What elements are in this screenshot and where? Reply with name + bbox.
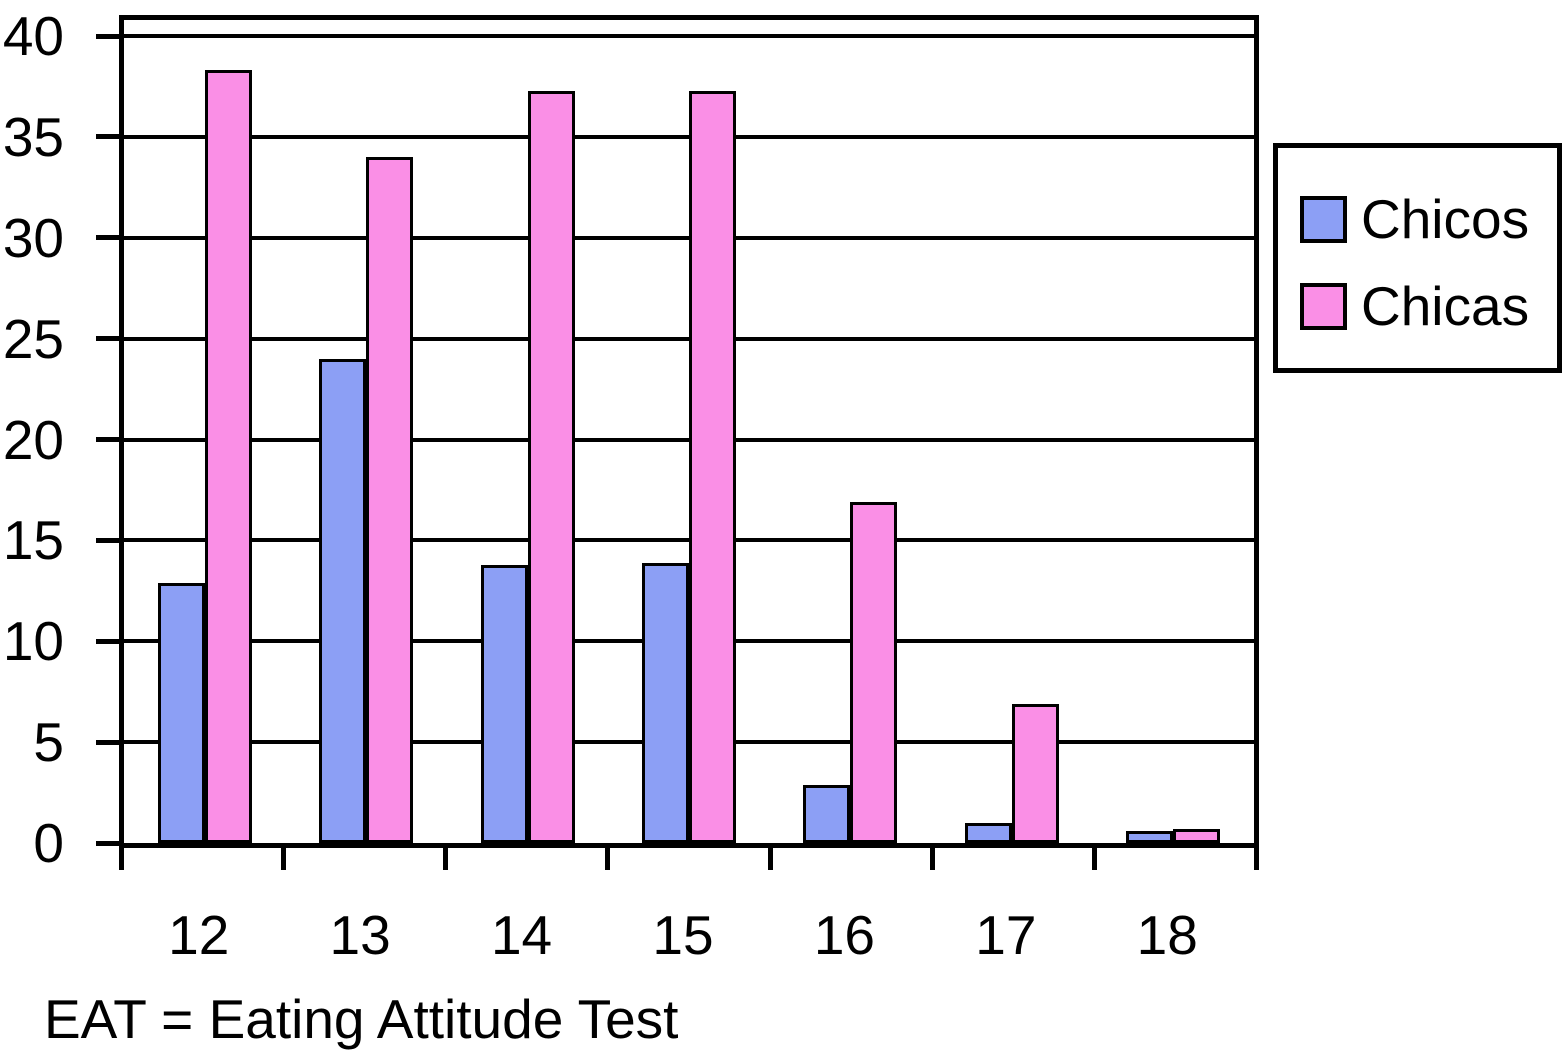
y-tick-label-30: 30 (2, 206, 64, 269)
y-tick-mark-20 (96, 437, 120, 443)
bar-chicas-12 (204, 70, 252, 843)
y-tick-label-20: 20 (2, 408, 64, 471)
legend-label-chicos: Chicos (1361, 188, 1530, 250)
y-tick-label-25: 25 (2, 307, 64, 370)
y-tick-label-5: 5 (33, 711, 64, 774)
x-tick-mark-5 (929, 843, 935, 870)
x-tick-mark-6 (1091, 843, 1097, 870)
bar-chicos-13 (319, 358, 367, 843)
x-tick-mark-4 (767, 843, 773, 870)
legend-label-chicas: Chicas (1361, 275, 1530, 337)
bar-chicas-13 (366, 157, 414, 843)
legend-swatch-chicas (1300, 283, 1347, 330)
x-tick-label-15: 15 (652, 904, 714, 966)
y-tick-mark-15 (96, 537, 120, 543)
bar-chicas-18 (1173, 828, 1221, 843)
bar-chicos-12 (157, 582, 205, 843)
bar-chicos-17 (964, 822, 1012, 843)
y-tick-label-15: 15 (2, 509, 64, 572)
x-tick-mark-3 (605, 843, 611, 870)
x-tick-label-17: 17 (975, 904, 1037, 966)
x-tick-mark-1 (281, 843, 287, 870)
x-tick-label-18: 18 (1136, 904, 1198, 966)
y-tick-label-0: 0 (33, 812, 64, 874)
bar-chicos-18 (1126, 830, 1174, 843)
bar-chicas-17 (1011, 703, 1059, 843)
x-tick-label-16: 16 (813, 904, 875, 966)
x-tick-mark-2 (443, 843, 449, 870)
x-tick-label-12: 12 (168, 904, 230, 966)
y-tick-mark-35 (96, 134, 120, 140)
bar-chicas-15 (689, 90, 736, 843)
legend-item-chicos: Chicos (1300, 192, 1557, 247)
bar-chicos-14 (480, 564, 528, 843)
plot-area (119, 15, 1259, 848)
y-tick-label-10: 10 (2, 610, 64, 673)
y-tick-mark-0 (96, 840, 120, 846)
y-tick-mark-10 (96, 638, 120, 644)
legend: Chicos Chicas (1273, 143, 1562, 373)
y-tick-label-40: 40 (2, 5, 64, 68)
x-tick-label-14: 14 (490, 904, 553, 966)
legend-swatch-chicos (1300, 196, 1347, 243)
y-tick-mark-5 (96, 739, 120, 745)
y-tick-label-35: 35 (2, 105, 64, 168)
y-tick-mark-25 (96, 336, 120, 342)
gridline-y-40 (124, 34, 1254, 39)
bar-chicas-14 (527, 90, 575, 843)
x-tick-mark-0 (119, 843, 124, 870)
legend-item-chicas: Chicas (1300, 279, 1557, 334)
y-tick-mark-40 (96, 33, 120, 39)
bar-chicos-15 (642, 562, 689, 843)
y-tick-mark-30 (96, 235, 120, 241)
x-tick-label-13: 13 (329, 904, 391, 966)
chart-caption: EAT = Eating Attitude Test (44, 988, 679, 1050)
bar-chicos-16 (803, 784, 851, 843)
x-tick-mark-7 (1254, 843, 1259, 870)
bar-chicas-16 (850, 502, 898, 843)
